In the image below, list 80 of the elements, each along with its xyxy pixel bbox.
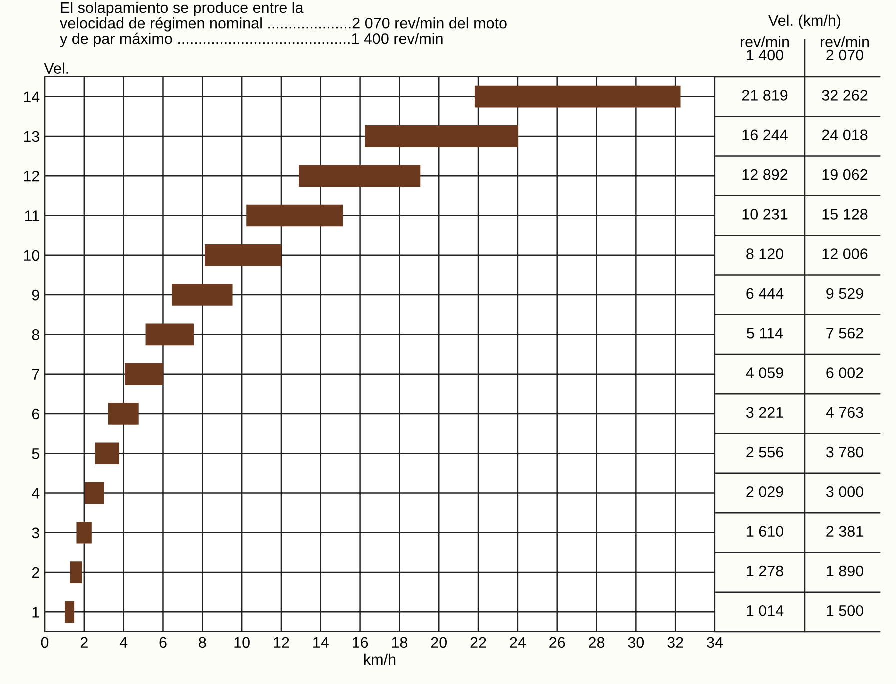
text: rev/min 1 400 — [740, 36, 790, 61]
text: 19 062 — [822, 169, 868, 180]
y-tick-label: 1 — [32, 607, 40, 618]
x-tick-label: 34 — [707, 637, 724, 648]
y-tick-label: 11 — [25, 210, 40, 222]
x-tick-label: 20 — [431, 637, 448, 648]
text: 12 892 — [742, 169, 788, 180]
x-tick-label: 28 — [589, 637, 605, 648]
y-tick-label: 4 — [32, 488, 40, 499]
text: 4 059 — [746, 368, 784, 378]
x-tick-label: 14 — [314, 637, 329, 648]
bar — [205, 244, 282, 266]
text: 6 002 — [826, 368, 864, 378]
y-tick-label: 14 — [24, 92, 40, 102]
text: 1 014 — [747, 605, 784, 616]
text: 12 006 — [822, 248, 868, 260]
bar — [474, 86, 681, 108]
bar — [124, 363, 164, 386]
y-tick-label: 2 — [32, 567, 40, 578]
bar — [172, 284, 233, 306]
x-tick-label: 22 — [470, 637, 486, 648]
x-tick-label: 2 — [80, 637, 88, 648]
text: 1 278 — [747, 566, 784, 577]
x-axis-title: km/h — [364, 654, 396, 666]
x-tick-label: 10 — [234, 637, 250, 648]
y-axis-title: Vel. — [44, 62, 68, 74]
x-tick-label: 4 — [120, 637, 128, 648]
y-tick-label: 3 — [32, 528, 40, 539]
bar — [146, 324, 194, 346]
bar — [95, 442, 120, 465]
bar — [76, 522, 92, 544]
y-tick-label: 10 — [24, 250, 40, 262]
text: 21 819 — [742, 90, 788, 101]
text: 24 018 — [822, 130, 868, 141]
text: 4 763 — [826, 407, 864, 418]
text: 3 000 — [826, 486, 864, 498]
x-tick-label: 24 — [510, 637, 526, 648]
text: 2 381 — [826, 526, 864, 537]
y-tick-label: 8 — [32, 330, 40, 340]
text: rev/min 2 070 — [820, 36, 870, 61]
text: 2 556 — [746, 446, 784, 458]
bar — [246, 204, 344, 227]
text: 10 231 — [742, 209, 788, 220]
text: 9 529 — [826, 288, 864, 300]
text: 3 780 — [826, 446, 864, 458]
y-tick-label: 7 — [32, 369, 40, 380]
x-tick-label: 16 — [352, 637, 368, 648]
text: 5 114 — [747, 328, 784, 339]
x-tick-label: 18 — [392, 637, 408, 648]
text: 15 128 — [822, 209, 868, 220]
bar — [299, 165, 421, 188]
y-tick-label: 12 — [24, 170, 40, 182]
text: 1 890 — [827, 566, 864, 577]
chart-title: El solapamiento se produce entre la velocidad de régimen nominal ....................2 070 rev/min del moto y de par máximo .........................................1 400 rev/min — [60, 2, 507, 48]
x-tick-label: 8 — [199, 637, 206, 648]
text: 2 029 — [746, 486, 784, 498]
text: 32 262 — [822, 90, 868, 101]
y-tick-label: 9 — [32, 290, 40, 301]
text: 8 120 — [746, 248, 784, 260]
bar — [70, 562, 82, 584]
text: 6 444 — [746, 288, 784, 300]
x-tick-label: 6 — [160, 637, 167, 648]
text: 3 221 — [746, 407, 784, 418]
text: 1 500 — [827, 605, 864, 616]
bar — [108, 403, 139, 425]
x-tick-label: 0 — [41, 637, 49, 648]
y-tick-label: 6 — [32, 408, 40, 420]
text: 16 244 — [742, 130, 788, 141]
x-tick-label: 26 — [550, 637, 566, 648]
text: 7 562 — [826, 328, 864, 339]
y-tick-label: 5 — [32, 448, 40, 460]
text: 1 610 — [747, 526, 784, 537]
text: Vel. (km/h) — [768, 14, 841, 30]
x-tick-label: 32 — [668, 637, 684, 648]
x-tick-label: 30 — [628, 637, 644, 648]
bar — [365, 126, 518, 148]
x-tick-label: 12 — [274, 637, 290, 648]
y-tick-label: 13 — [24, 131, 40, 142]
bar — [84, 482, 104, 504]
bar — [64, 601, 75, 624]
